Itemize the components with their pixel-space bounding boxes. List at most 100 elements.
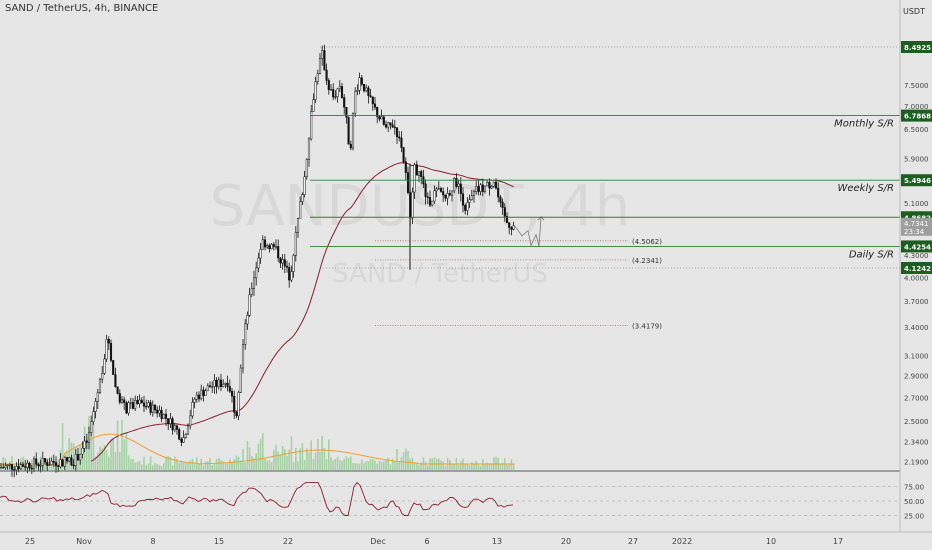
candle-body [477,186,480,192]
price-tick-label: 2.1900 [904,459,929,467]
candle-body [17,466,20,470]
candle-body [448,193,451,196]
candle-body [475,186,478,192]
candle-body [208,385,212,388]
volume-bar [394,461,396,470]
candle-body [138,399,141,404]
volume-bar [255,453,257,470]
volume-bar [506,464,508,470]
support-resistance-levels: 8.4925 6.7868 Monthly S/R 5.4946 Weekly S/R 4… [310,41,932,330]
volume-bar [68,437,70,470]
volume-bar [380,461,383,470]
volume-bar [251,455,253,470]
volume-bar [266,460,268,470]
candle-body [222,383,225,387]
candle-body [2,467,5,469]
volume-bar [237,456,240,470]
candle-body [61,459,64,467]
candle-body [123,399,126,403]
candle-body [442,191,445,196]
candle-body [503,207,506,217]
candle-body [351,112,355,149]
price-target-label: (4.5062) [632,238,662,246]
time-tick-label: Dec [370,537,385,546]
time-tick-label: Nov [76,537,92,546]
candle-body [382,116,385,125]
time-tick-label: 2022 [672,537,692,546]
candle-body [202,389,205,396]
candle-body [112,360,115,375]
candle-body [103,358,106,374]
candle-body [37,463,40,467]
candle-body [189,415,192,427]
candle-body [153,404,157,411]
candle-body [347,117,350,145]
time-axis[interactable]: 25 Nov 8 15 22 Dec 6 13 20 27 2022 10 17 [25,537,843,546]
volume-bar [90,421,92,470]
candle-body [134,400,137,409]
candle-body [406,172,410,193]
volume-bar [171,465,174,470]
candle-body [512,225,515,230]
candle-body [338,86,341,90]
candle-body [290,271,293,281]
time-tick-label: 13 [492,537,502,546]
sr-level-name: Weekly S/R [837,183,894,194]
volume-bar [193,463,196,470]
candle-body [470,195,473,200]
volume-bar [31,459,33,470]
candle-body [453,178,456,192]
candle-body [261,239,264,250]
volume-bar [383,461,385,470]
volume-bar [231,461,233,470]
volume-bar [268,459,271,470]
volume-bar [488,463,491,470]
candle-body [325,69,328,81]
candle-body [486,181,489,187]
candle-body [63,457,66,467]
volume-bar [352,463,354,470]
candle-body [48,464,51,466]
sr-level-value: 4.4254 [904,243,931,251]
sr-level-name: Monthly S/R [834,119,894,130]
volume-bar [273,450,275,470]
candle-body [277,246,280,259]
volume-bar [97,452,99,470]
volume-bar [235,455,238,470]
candle-body [83,440,86,449]
volume-bar [325,459,328,470]
volume-bar [213,463,216,470]
time-tick-label: 20 [561,537,571,546]
candle-body [369,95,372,98]
candle-body [274,246,278,248]
volume-bar [440,460,442,470]
time-tick-label: 6 [424,537,429,546]
volume-bar [336,456,339,470]
volume-bar [277,451,279,470]
candle-body [327,80,330,90]
volume-bar [295,447,297,470]
candle-body [184,433,187,438]
candle-body [90,421,93,433]
candle-body [70,457,73,466]
volume-bar [257,443,260,470]
candle-body [314,81,317,100]
volume-bar [418,465,420,470]
candle-body [466,202,469,211]
volume-bar [365,461,367,470]
volume-bar [378,460,381,470]
candle-body [345,107,348,118]
candle-body [85,440,88,443]
volume-bar [468,464,471,470]
volume-bar [262,433,264,470]
volume-bar [449,460,451,470]
volume-bar [105,449,108,470]
volume-bar [396,449,398,470]
volume-bar [420,462,422,470]
candle-body [266,245,269,248]
candle-body [263,239,267,248]
price-axis[interactable]: 7.5000 7.0000 6.5000 5.9000 5.1000 4.3000 4.00… [901,82,932,467]
candle-body [228,386,231,392]
volume-bar [475,460,477,470]
